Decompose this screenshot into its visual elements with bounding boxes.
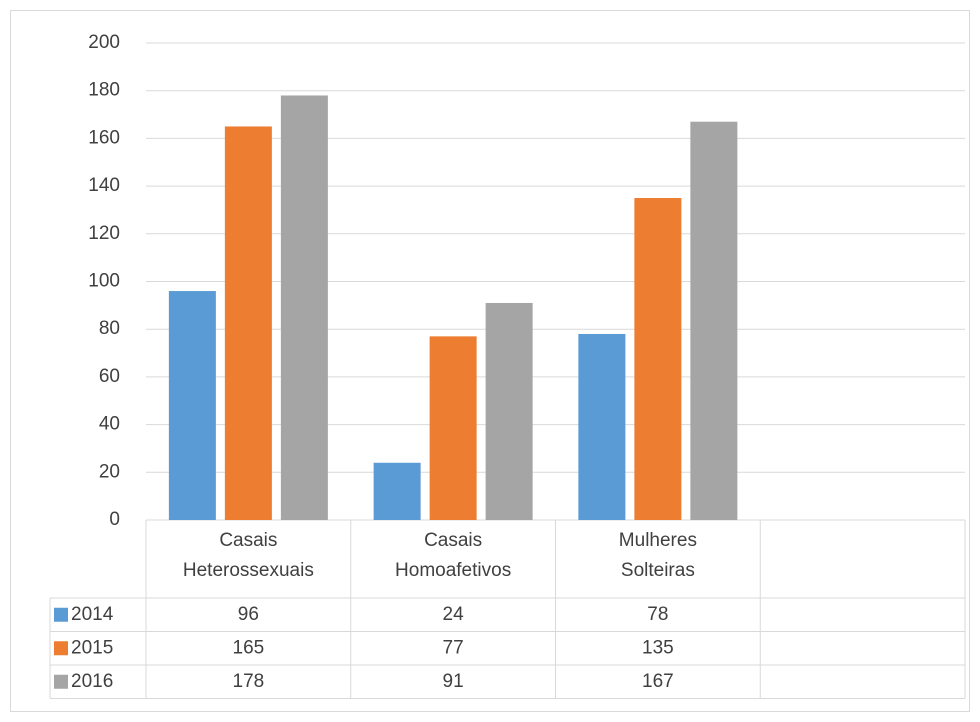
y-tick-label: 40: [99, 414, 120, 435]
table-value: 135: [642, 637, 674, 658]
y-tick-label: 0: [109, 509, 120, 530]
table-value: 178: [233, 671, 265, 692]
legend-swatch: [54, 607, 68, 622]
bar: [280, 95, 328, 520]
y-tick-label: 120: [88, 223, 120, 244]
y-tick-label: 140: [88, 175, 120, 196]
table-value: 24: [443, 604, 465, 625]
y-tick-label: 20: [99, 461, 120, 482]
bar: [634, 198, 682, 520]
legend-label: 2014: [71, 604, 114, 625]
bar: [373, 462, 421, 520]
table-value: 167: [642, 671, 674, 692]
bar: [224, 126, 272, 520]
bar: [690, 121, 738, 520]
table-value: 78: [647, 604, 668, 625]
chart-border: [10, 10, 970, 712]
y-tick-label: 160: [88, 127, 120, 148]
legend-label: 2016: [71, 671, 113, 692]
y-tick-label: 80: [99, 318, 120, 339]
bar: [429, 336, 477, 520]
y-tick-label: 60: [99, 366, 120, 387]
table-value: 91: [443, 671, 464, 692]
y-tick-label: 100: [88, 271, 120, 292]
bar: [168, 291, 216, 520]
y-tick-label: 180: [88, 80, 120, 101]
bar: [578, 333, 626, 520]
legend-label: 2015: [71, 637, 113, 658]
x-tick-label: Casais Homoafetivos: [395, 530, 512, 581]
table-value: 165: [233, 637, 265, 658]
legend-swatch: [54, 674, 68, 689]
x-tick-label: Mulheres Solteiras: [618, 530, 697, 581]
table-value: 77: [443, 637, 464, 658]
y-tick-label: 200: [88, 32, 120, 53]
x-tick-label: Casais Heterossexuais: [182, 530, 314, 581]
table-value: 96: [238, 604, 259, 625]
legend-swatch: [54, 641, 68, 656]
bar: [485, 302, 533, 520]
